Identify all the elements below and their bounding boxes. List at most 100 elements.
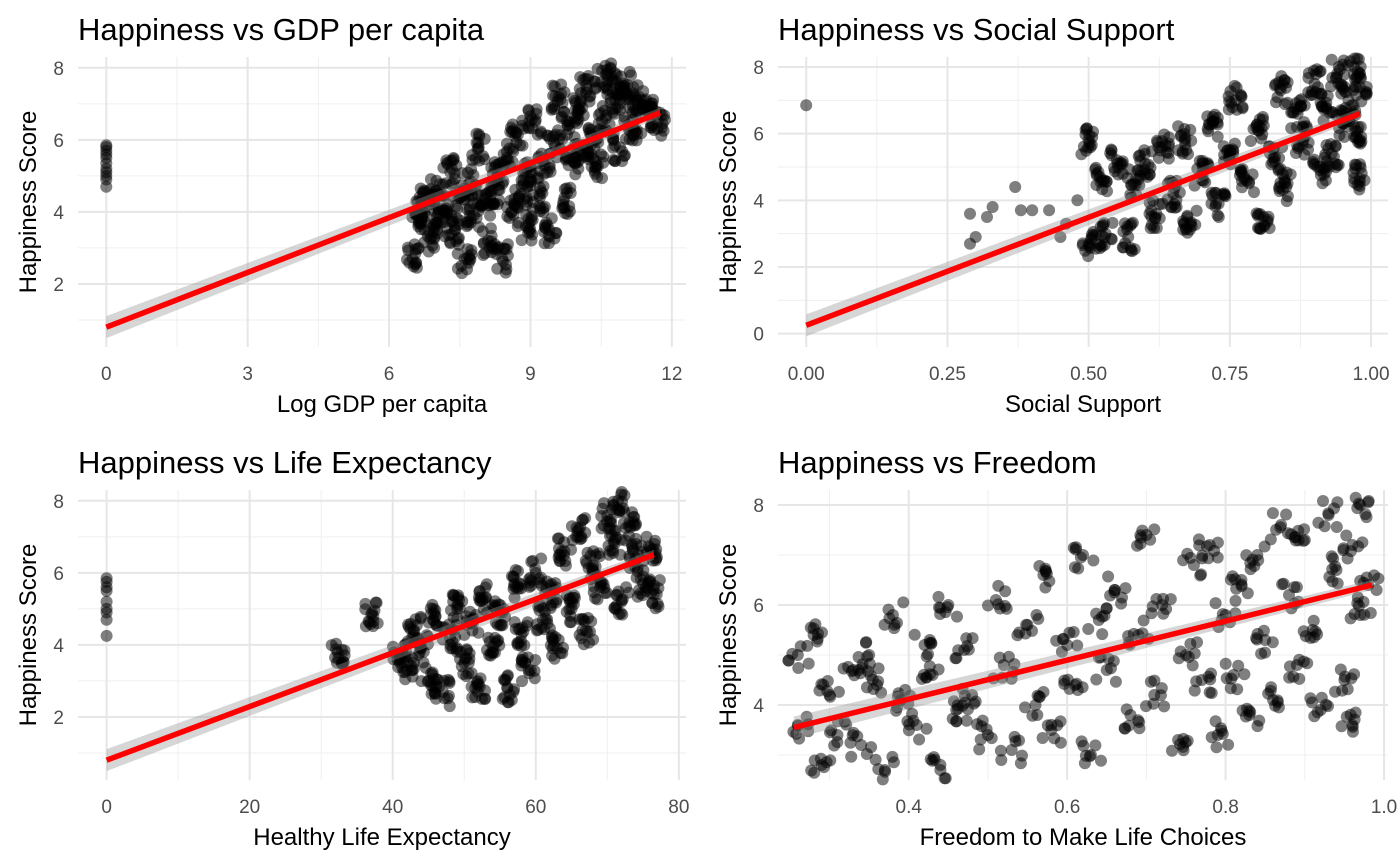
data-point [1104,147,1117,160]
data-point [1251,720,1264,733]
data-point [1210,197,1223,210]
data-point [1264,533,1277,546]
data-point [557,105,570,118]
data-point [1281,190,1294,203]
data-point [508,616,521,629]
data-point [1188,684,1201,697]
data-point [544,602,557,614]
data-point [545,103,558,116]
y-tick-label: 8 [753,496,764,517]
data-point [1009,181,1022,193]
data-point [1205,731,1218,744]
data-point [973,743,986,756]
data-point [426,598,439,611]
data-point [644,121,657,134]
y-tick-label: 6 [753,596,764,617]
y-axis-title: Happiness Score [715,544,742,727]
data-point [335,643,348,656]
x-tick-label: 0 [101,364,112,385]
data-point [1100,175,1113,188]
data-point [958,689,971,702]
x-tick-label: 0.25 [929,364,966,385]
data-point [1184,551,1197,564]
data-point [1120,703,1133,716]
data-point [969,231,982,243]
data-point [818,761,830,774]
data-point [1055,645,1068,658]
data-point [1083,239,1096,252]
data-point [1043,204,1056,217]
data-point [1122,719,1135,732]
data-point [1223,95,1236,108]
data-point [801,639,814,652]
x-tick-label: 9 [525,364,536,385]
y-tick-label: 8 [753,58,764,79]
data-point [601,63,614,76]
data-point [482,631,495,644]
data-point [1077,739,1090,752]
data-point [609,524,622,537]
panel-2: 0.00 0.25 0.50 0.75 1.00 0 2 4 6 8 Happiness vs So… [715,12,1390,418]
data-point [329,651,342,664]
data-point [471,676,483,689]
data-point [1341,683,1354,696]
data-point [359,597,372,610]
data-point [541,613,554,626]
data-point [443,675,456,688]
data-point [1086,131,1099,144]
data-point [1063,626,1076,639]
data-point [1166,744,1178,757]
data-point [627,87,640,100]
data-point [994,744,1007,757]
data-point [1212,211,1225,223]
data-point [501,238,514,251]
data-point [986,201,999,213]
data-point [575,532,588,545]
x-tick-label: 3 [242,364,253,385]
data-point [1238,668,1251,681]
data-point [543,161,556,174]
y-tick-label: 2 [753,258,764,279]
data-point [100,139,113,152]
data-point [1350,159,1363,171]
data-point [531,624,543,637]
data-point [447,177,460,190]
data-point [1165,200,1178,213]
data-point [869,753,882,766]
data-point [489,599,502,612]
data-point [860,636,873,649]
data-point [1225,672,1238,685]
data-point [1009,735,1022,748]
data-point [1228,137,1241,150]
data-point [515,653,528,666]
data-point [1137,614,1150,627]
x-tick-label: 0.8 [1212,797,1238,818]
data-point [1142,158,1155,171]
data-point [1079,749,1092,762]
data-point [1090,179,1103,191]
data-point [440,154,453,167]
data-point [650,588,663,601]
data-point [961,703,974,716]
x-tick-label: 1.00 [1353,364,1390,385]
data-point [618,489,631,502]
data-point [607,141,620,154]
data-point [464,253,477,266]
data-point [1036,732,1049,744]
data-point [1259,646,1271,659]
data-point [1143,196,1156,209]
data-point [792,662,805,674]
data-point [560,605,573,618]
data-point [575,632,588,645]
data-point [961,640,974,652]
data-point [844,736,857,749]
data-point [1333,129,1346,142]
data-point [887,756,900,769]
data-point [1043,575,1056,588]
data-point [1205,667,1217,680]
data-point [430,692,442,705]
data-point [625,538,638,551]
data-point [1019,701,1031,714]
data-point [600,586,613,599]
data-point [1266,636,1279,649]
